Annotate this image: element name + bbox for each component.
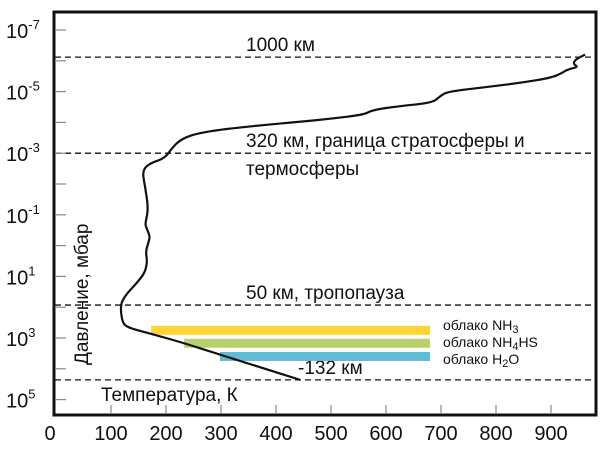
plot-frame — [52, 10, 598, 417]
x-tick-label: 400 — [259, 423, 292, 445]
y-tick-label: 105 — [6, 387, 35, 413]
cloud-label: облако NH4HS — [443, 334, 538, 353]
reference-label: 320 км, граница стратосферы и — [246, 131, 525, 152]
y-tick-base: 10 — [6, 206, 28, 228]
cloud-label-tail: O — [508, 351, 519, 367]
cloud-bar — [151, 325, 430, 335]
y-tick-base: 10 — [6, 144, 28, 166]
temperature-profile-line — [119, 53, 586, 381]
y-tick-label: 10-5 — [6, 79, 40, 105]
y-tick-exponent: -7 — [28, 17, 40, 32]
x-tick-label: 900 — [534, 423, 567, 445]
cloud-label: облако H2O — [443, 351, 519, 370]
reference-lines: 1000 км 320 км, граница стратосферы и терм… — [55, 35, 596, 381]
y-tick-label: 10-3 — [6, 140, 40, 166]
y-tick-base: 10 — [6, 267, 28, 289]
y-tick-exponent: 3 — [28, 325, 35, 340]
y-tick-label: 10-7 — [6, 17, 40, 43]
y-tick-exponent: 1 — [28, 263, 35, 278]
y-tick-exponent: 5 — [28, 387, 35, 402]
cloud-bar — [184, 338, 430, 348]
y-axis-label: Давление, мбар — [72, 224, 93, 365]
reference-label: 50 км, тропопауза — [246, 283, 405, 304]
x-tick-label: 500 — [314, 423, 347, 445]
x-axis: 0 100 200 300 400 500 600 700 800 900 — [44, 405, 568, 445]
reference-label-line2: термосферы — [246, 159, 359, 180]
y-tick-base: 10 — [6, 83, 28, 105]
y-tick-exponent: -3 — [28, 140, 40, 155]
cloud-bar — [219, 351, 430, 361]
reference-label: 1000 км — [246, 35, 315, 56]
cloud-label-subscript: 3 — [512, 324, 518, 336]
x-axis-label: Температура, К — [101, 385, 238, 406]
cloud-label-text: облако NH — [443, 334, 512, 350]
y-tick-label: 101 — [6, 263, 35, 289]
y-tick-base: 10 — [6, 21, 28, 43]
x-tick-label: 100 — [94, 423, 127, 445]
x-tick-label: 0 — [44, 423, 55, 445]
y-tick-exponent: -1 — [28, 202, 40, 217]
x-tick-label: 300 — [204, 423, 237, 445]
cloud-label: облако NH3 — [443, 317, 518, 336]
x-tick-label: 800 — [479, 423, 512, 445]
cloud-label-text: облако NH — [443, 317, 512, 333]
cloud-label-subscript: 4 — [512, 341, 518, 353]
y-tick-exponent: -5 — [28, 79, 40, 94]
x-tick-label: 600 — [369, 423, 402, 445]
y-tick-base: 10 — [6, 329, 28, 351]
y-tick-label: 103 — [6, 325, 35, 351]
x-tick-label: 700 — [424, 423, 457, 445]
cloud-label-subscript: 2 — [502, 358, 508, 370]
cloud-label-text: облако H — [443, 351, 502, 367]
x-tick-label: 200 — [149, 423, 182, 445]
cloud-label-tail: HS — [518, 334, 537, 350]
y-tick-base: 10 — [6, 391, 28, 413]
reference-label: -132 км — [298, 358, 363, 379]
y-tick-label: 10-1 — [6, 202, 40, 228]
